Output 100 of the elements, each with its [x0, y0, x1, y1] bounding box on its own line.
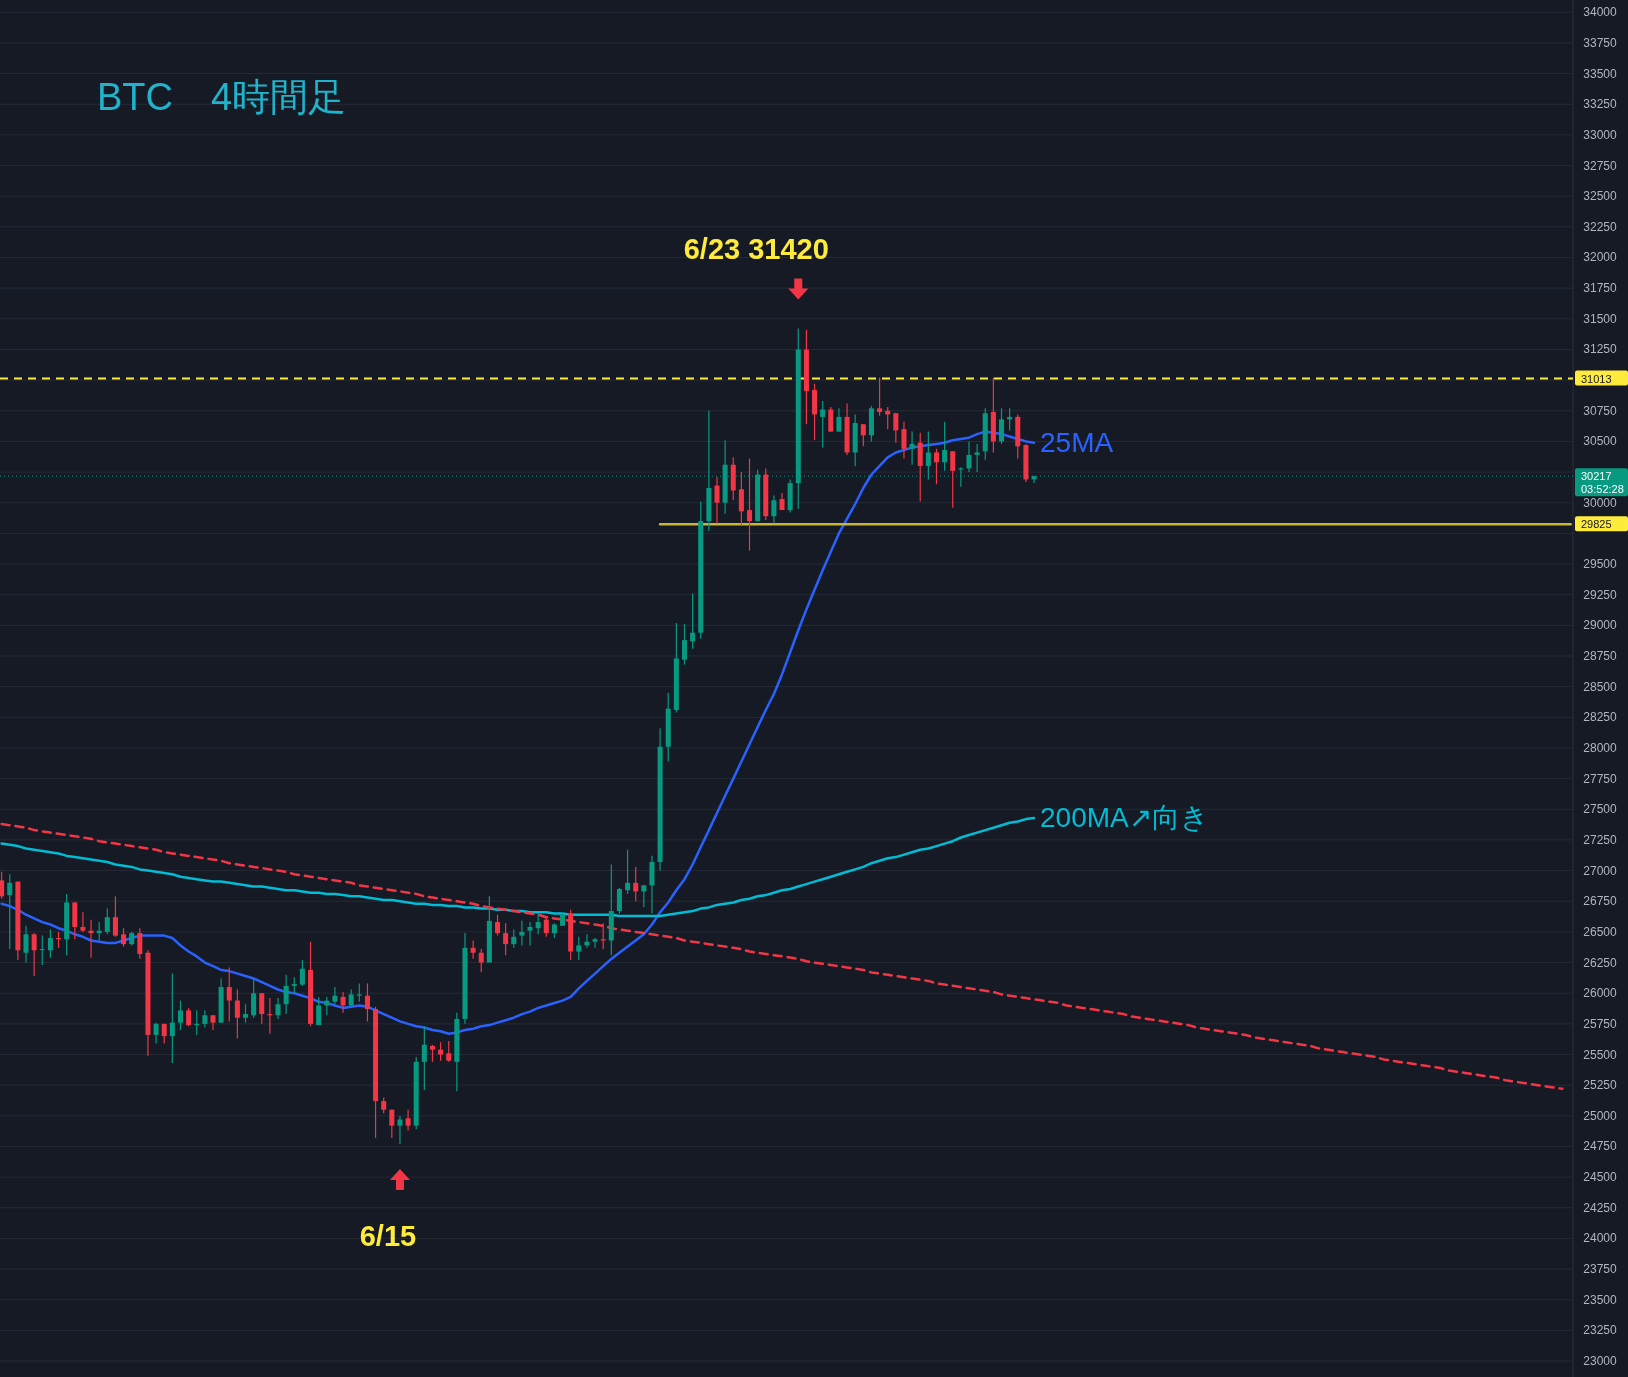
- y-tick-label: 32500: [1583, 189, 1618, 204]
- candlestick: [364, 982, 370, 1023]
- candlestick: [681, 623, 687, 666]
- candlestick: [592, 937, 598, 949]
- annotation: 6/15: [359, 1220, 417, 1253]
- y-tick-label: 23500: [1583, 1292, 1618, 1307]
- candlestick: [860, 423, 866, 447]
- y-tick-label: 25000: [1583, 1108, 1618, 1123]
- candlestick: [917, 432, 923, 503]
- y-tick-label: 24500: [1583, 1170, 1618, 1185]
- y-tick-label: 28250: [1583, 710, 1618, 725]
- candlestick: [104, 908, 110, 935]
- y-tick-label: 26500: [1583, 924, 1618, 939]
- candlestick: [316, 996, 322, 1026]
- y-tick-label: 33750: [1583, 35, 1618, 50]
- candlestick: [633, 866, 639, 902]
- candlestick: [828, 406, 834, 433]
- candlestick: [405, 1109, 411, 1132]
- y-tick-label: 23250: [1583, 1323, 1618, 1338]
- candlestick: [901, 421, 907, 460]
- candlestick: [23, 925, 29, 964]
- y-tick-label: 27500: [1583, 802, 1618, 817]
- candlestick: [421, 1025, 427, 1091]
- y-tick-label: 28750: [1583, 649, 1618, 664]
- y-tick-label: 31250: [1583, 342, 1618, 357]
- candlestick: [771, 494, 777, 525]
- candlestick: [31, 932, 37, 977]
- candlestick: [877, 377, 883, 417]
- y-tick-label: 30000: [1583, 495, 1618, 510]
- y-tick-label: 31750: [1583, 281, 1618, 296]
- candlestick: [169, 972, 175, 1064]
- candlestick: [836, 407, 842, 433]
- y-tick-label: 26750: [1583, 894, 1618, 909]
- y-tick-label: 25750: [1583, 1016, 1618, 1031]
- candlestick: [690, 592, 696, 650]
- candlestick: [714, 476, 720, 525]
- y-tick-label: 28500: [1583, 679, 1618, 694]
- y-tick-label: 27750: [1583, 771, 1618, 786]
- candlestick: [446, 1040, 452, 1063]
- y-tick-label: 25500: [1583, 1047, 1618, 1062]
- y-tick-label: 30500: [1583, 434, 1618, 449]
- candlestick: [470, 939, 476, 960]
- y-tick-label: 30750: [1583, 403, 1618, 418]
- y-tick-label: 23000: [1583, 1354, 1618, 1369]
- candlestick: [933, 448, 939, 485]
- y-tick-label: 23750: [1583, 1262, 1618, 1277]
- candlestick: [299, 959, 305, 987]
- candlestick: [259, 992, 265, 1025]
- y-tick-label: 24250: [1583, 1200, 1618, 1215]
- series-label: 25MA: [1040, 426, 1114, 458]
- y-tick-label: 24000: [1583, 1231, 1618, 1246]
- candlestick: [356, 982, 362, 1003]
- text: BTC 4時間足: [97, 76, 347, 118]
- annotation: 6/23 31420: [683, 232, 829, 265]
- ref-line: 31013: [0, 370, 1628, 386]
- candlestick: [137, 927, 143, 960]
- y-tick-label: 29250: [1583, 587, 1618, 602]
- y-tick-label: 31500: [1583, 311, 1618, 326]
- candlestick: [649, 855, 655, 915]
- candlestick: [519, 920, 525, 946]
- y-tick-label: 32750: [1583, 158, 1618, 173]
- candlestick: [925, 431, 931, 481]
- candlestick: [535, 912, 541, 935]
- y-tick-label: 33000: [1583, 127, 1618, 142]
- line-series: [0, 816, 1036, 918]
- candlestick: [186, 1007, 192, 1027]
- candlestick: [494, 914, 501, 937]
- candlestick: [511, 928, 517, 949]
- candlestick: [242, 1003, 249, 1024]
- candlestick: [226, 966, 232, 1023]
- candlestick: [966, 440, 972, 473]
- candlestick: [974, 443, 980, 473]
- y-tick-label: 29000: [1583, 618, 1618, 633]
- candlestick: [625, 849, 631, 895]
- candlestick: [340, 991, 346, 1014]
- candlestick: [738, 471, 744, 527]
- candlestick: [39, 934, 45, 966]
- candlestick: [112, 895, 118, 938]
- candlestick: [275, 997, 281, 1020]
- y-tick-label: 28000: [1583, 740, 1618, 755]
- candlestick: [397, 1115, 403, 1145]
- candlestick: [746, 457, 753, 552]
- y-tick-label: 27250: [1583, 832, 1618, 847]
- candlestick: [527, 921, 533, 946]
- candlestick: [121, 927, 127, 948]
- y-tick-label: 32000: [1583, 250, 1618, 265]
- candlestick: [153, 1022, 159, 1045]
- candlestick: [893, 412, 899, 444]
- candlestick: [47, 928, 53, 959]
- y-tick-label: 27000: [1583, 863, 1618, 878]
- candlestick: [909, 431, 915, 466]
- annotation: 6/15: [359, 1169, 417, 1253]
- data-label: 29825: [1581, 518, 1612, 531]
- candlestick: [503, 922, 509, 956]
- y-tick-label: 33250: [1583, 97, 1618, 112]
- candlestick: [641, 884, 647, 908]
- series-label: 200MA↗向き: [1040, 801, 1210, 833]
- candlestick: [283, 974, 289, 1015]
- candlestick: [820, 400, 826, 449]
- ref-line-label: 30217 03:52:28: [1581, 470, 1624, 496]
